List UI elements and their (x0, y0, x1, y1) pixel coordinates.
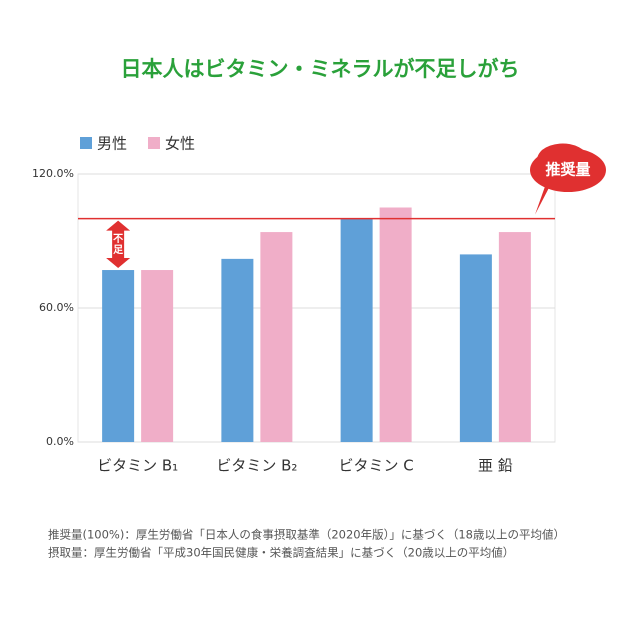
shortage-label-char: 不 (113, 233, 123, 245)
x-tick-label: ビタミン B₁ (97, 457, 178, 475)
shortage-label-char: 足 (113, 244, 124, 256)
shortage-label: 不足 (113, 233, 124, 256)
legend-swatch (80, 137, 92, 149)
x-tick-label: ビタミン C (339, 457, 414, 475)
x-tick-label: ビタミン B₂ (216, 457, 297, 475)
callout-label: 推奨量 (545, 161, 590, 179)
bar (102, 270, 135, 442)
bar (340, 218, 373, 442)
bar (459, 254, 492, 442)
legend-label: 男性 (97, 135, 127, 153)
y-tick-label: 120.0% (32, 167, 74, 180)
chart-title: 日本人はビタミン・ミネラルが不足しがち (121, 57, 520, 81)
callout-bubble (530, 148, 606, 192)
footnote: 摂取量：厚生労働省「平成30年国民健康・栄養調査結果」に基づく（20歳以上の平均… (48, 546, 514, 560)
x-tick-label: 亜 鉛 (478, 457, 513, 475)
legend-label: 女性 (165, 135, 195, 153)
y-tick-label: 0.0% (46, 435, 74, 448)
legend-swatch (148, 137, 160, 149)
y-tick-label: 60.0% (39, 301, 74, 314)
bar (260, 232, 293, 442)
shortage-arrow (106, 220, 131, 269)
footnote: 推奨量(100%)：厚生労働省「日本人の食事摂取基準（2020年版）」に基づく（… (48, 528, 565, 542)
bar (221, 258, 254, 442)
bar (498, 232, 531, 442)
bar (141, 270, 174, 442)
bar (379, 207, 412, 442)
